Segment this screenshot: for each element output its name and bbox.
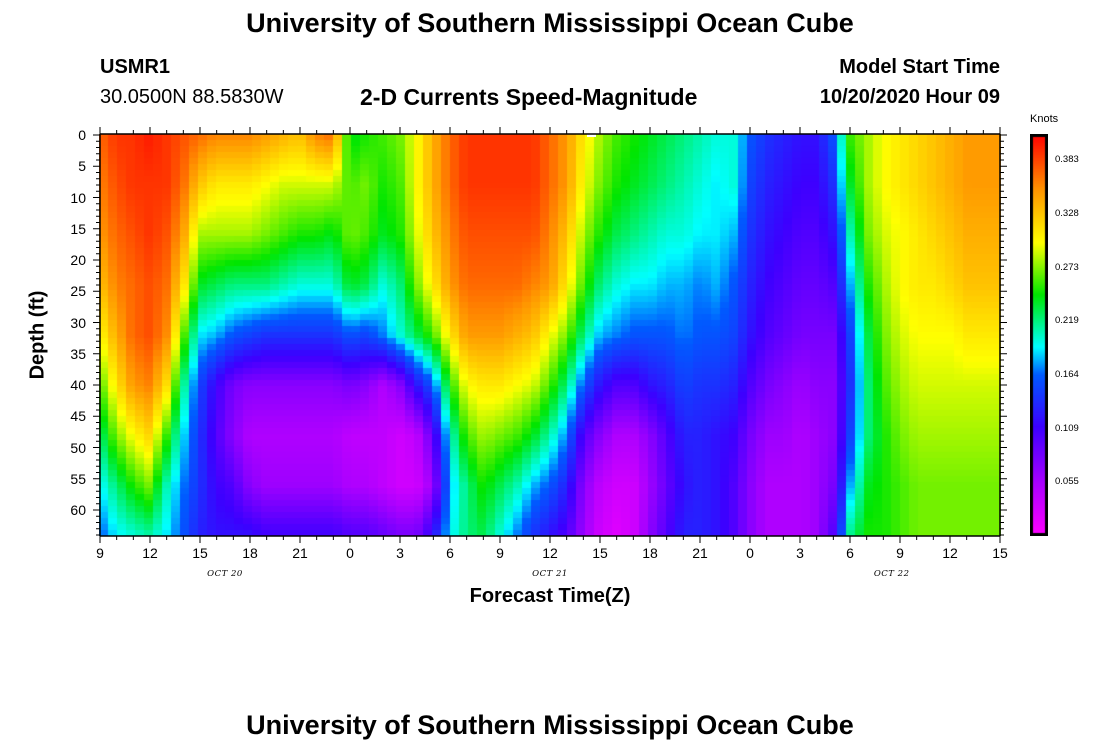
y-tick-label: 0 — [78, 127, 86, 143]
colorbar — [1030, 134, 1048, 536]
day-label: OCT 20 — [207, 569, 243, 579]
x-tick-label: 3 — [396, 545, 404, 561]
y-tick-label: 40 — [70, 377, 86, 393]
x-tick-label: 15 — [592, 545, 608, 561]
footer-title: University of Southern Mississippi Ocean… — [246, 710, 854, 740]
colorbar-tick-label: 0.219 — [1055, 315, 1079, 327]
chart-subtitle: 2-D Currents Speed-Magnitude — [360, 84, 698, 110]
y-tick-label: 45 — [70, 408, 86, 425]
y-axis-label: Depth (ft) — [26, 290, 49, 380]
x-axis-label: Forecast Time(Z) — [469, 585, 631, 607]
x-tick-label: 6 — [846, 545, 854, 561]
x-tick-label: 0 — [746, 545, 754, 561]
surface-marker — [587, 134, 596, 137]
x-tick-label: 0 — [346, 545, 354, 561]
station-id: USMR1 — [100, 56, 171, 78]
colorbar-tick-label: 0.383 — [1055, 154, 1079, 166]
x-tick-label: 18 — [642, 545, 658, 561]
x-tick-label: 15 — [192, 545, 208, 561]
x-tick-label: 12 — [542, 545, 558, 561]
x-tick-label: 12 — [942, 545, 958, 561]
x-tick-label: 9 — [496, 545, 504, 561]
x-tick-label: 9 — [896, 545, 904, 561]
x-tick-label: 21 — [292, 545, 308, 561]
colorbar-tick-label: 0.328 — [1055, 208, 1079, 220]
y-tick-label: 5 — [78, 158, 86, 175]
colorbar-unit: Knots — [1030, 113, 1059, 125]
speed-heatmap — [99, 134, 1001, 536]
day-label: OCT 21 — [532, 569, 568, 579]
y-tick-label: 60 — [70, 502, 86, 518]
y-tick-label: 20 — [70, 252, 86, 268]
x-tick-label: 12 — [142, 545, 158, 561]
day-label: OCT 22 — [873, 569, 910, 579]
y-tick-label: 50 — [70, 439, 86, 456]
x-tick-label: 3 — [796, 545, 804, 561]
x-tick-label: 21 — [692, 545, 708, 561]
colorbar-tick-label: 0.109 — [1055, 423, 1079, 435]
model-start-label: Model Start Time — [839, 56, 1000, 78]
x-tick-label: 6 — [446, 545, 454, 561]
colorbar-tick-label: 0.164 — [1055, 369, 1079, 381]
page-title: University of Southern Mississippi Ocean… — [246, 8, 854, 38]
colorbar-tick-label: 0.055 — [1055, 476, 1079, 488]
y-tick-label: 15 — [70, 220, 86, 237]
y-tick-label: 10 — [70, 189, 86, 206]
model-start-value: 10/20/2020 Hour 09 — [819, 86, 1000, 108]
x-tick-label: 18 — [242, 545, 258, 561]
station-coordinates: 30.0500N 88.5830W — [100, 86, 284, 108]
y-tick-label: 30 — [70, 314, 86, 331]
y-tick-label: 35 — [70, 345, 86, 362]
y-tick-label: 55 — [70, 470, 86, 487]
colorbar-tick-label: 0.273 — [1055, 262, 1079, 274]
x-tick-label: 9 — [96, 545, 104, 561]
y-tick-label: 25 — [70, 283, 86, 300]
x-tick-label: 15 — [992, 545, 1008, 561]
